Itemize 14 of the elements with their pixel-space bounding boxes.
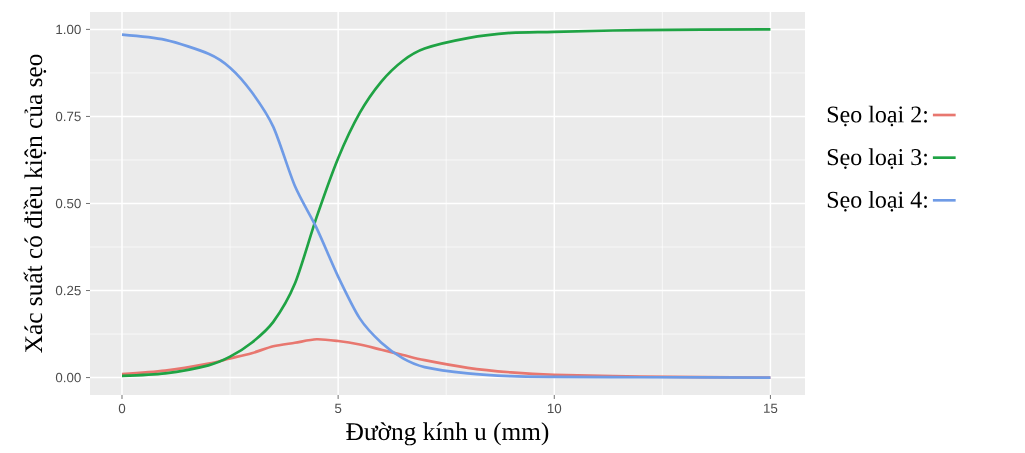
y-tick-label: 0.75: [55, 111, 81, 122]
x-tick-label: 5: [334, 403, 342, 413]
y-tick-label: 0.25: [55, 285, 81, 296]
y-tick-label: 0.00: [55, 372, 81, 383]
y-tick-label: 1.00: [56, 24, 81, 35]
x-tick-label: 15: [764, 403, 778, 413]
legend-label: Sẹo loại 3:: [827, 148, 927, 169]
x-axis-title: Đường kính u (mm): [346, 422, 549, 446]
x-tick-label: 0: [118, 403, 126, 414]
y-axis-title: Xác suất có điều kiện của sẹo: [23, 54, 47, 353]
legend-label: Sẹo loại 4:: [827, 190, 927, 212]
y-tick-label: 0.50: [55, 198, 81, 209]
legend-label: Sẹo loại 2:: [827, 105, 927, 127]
x-tick-label: 10: [547, 403, 562, 414]
